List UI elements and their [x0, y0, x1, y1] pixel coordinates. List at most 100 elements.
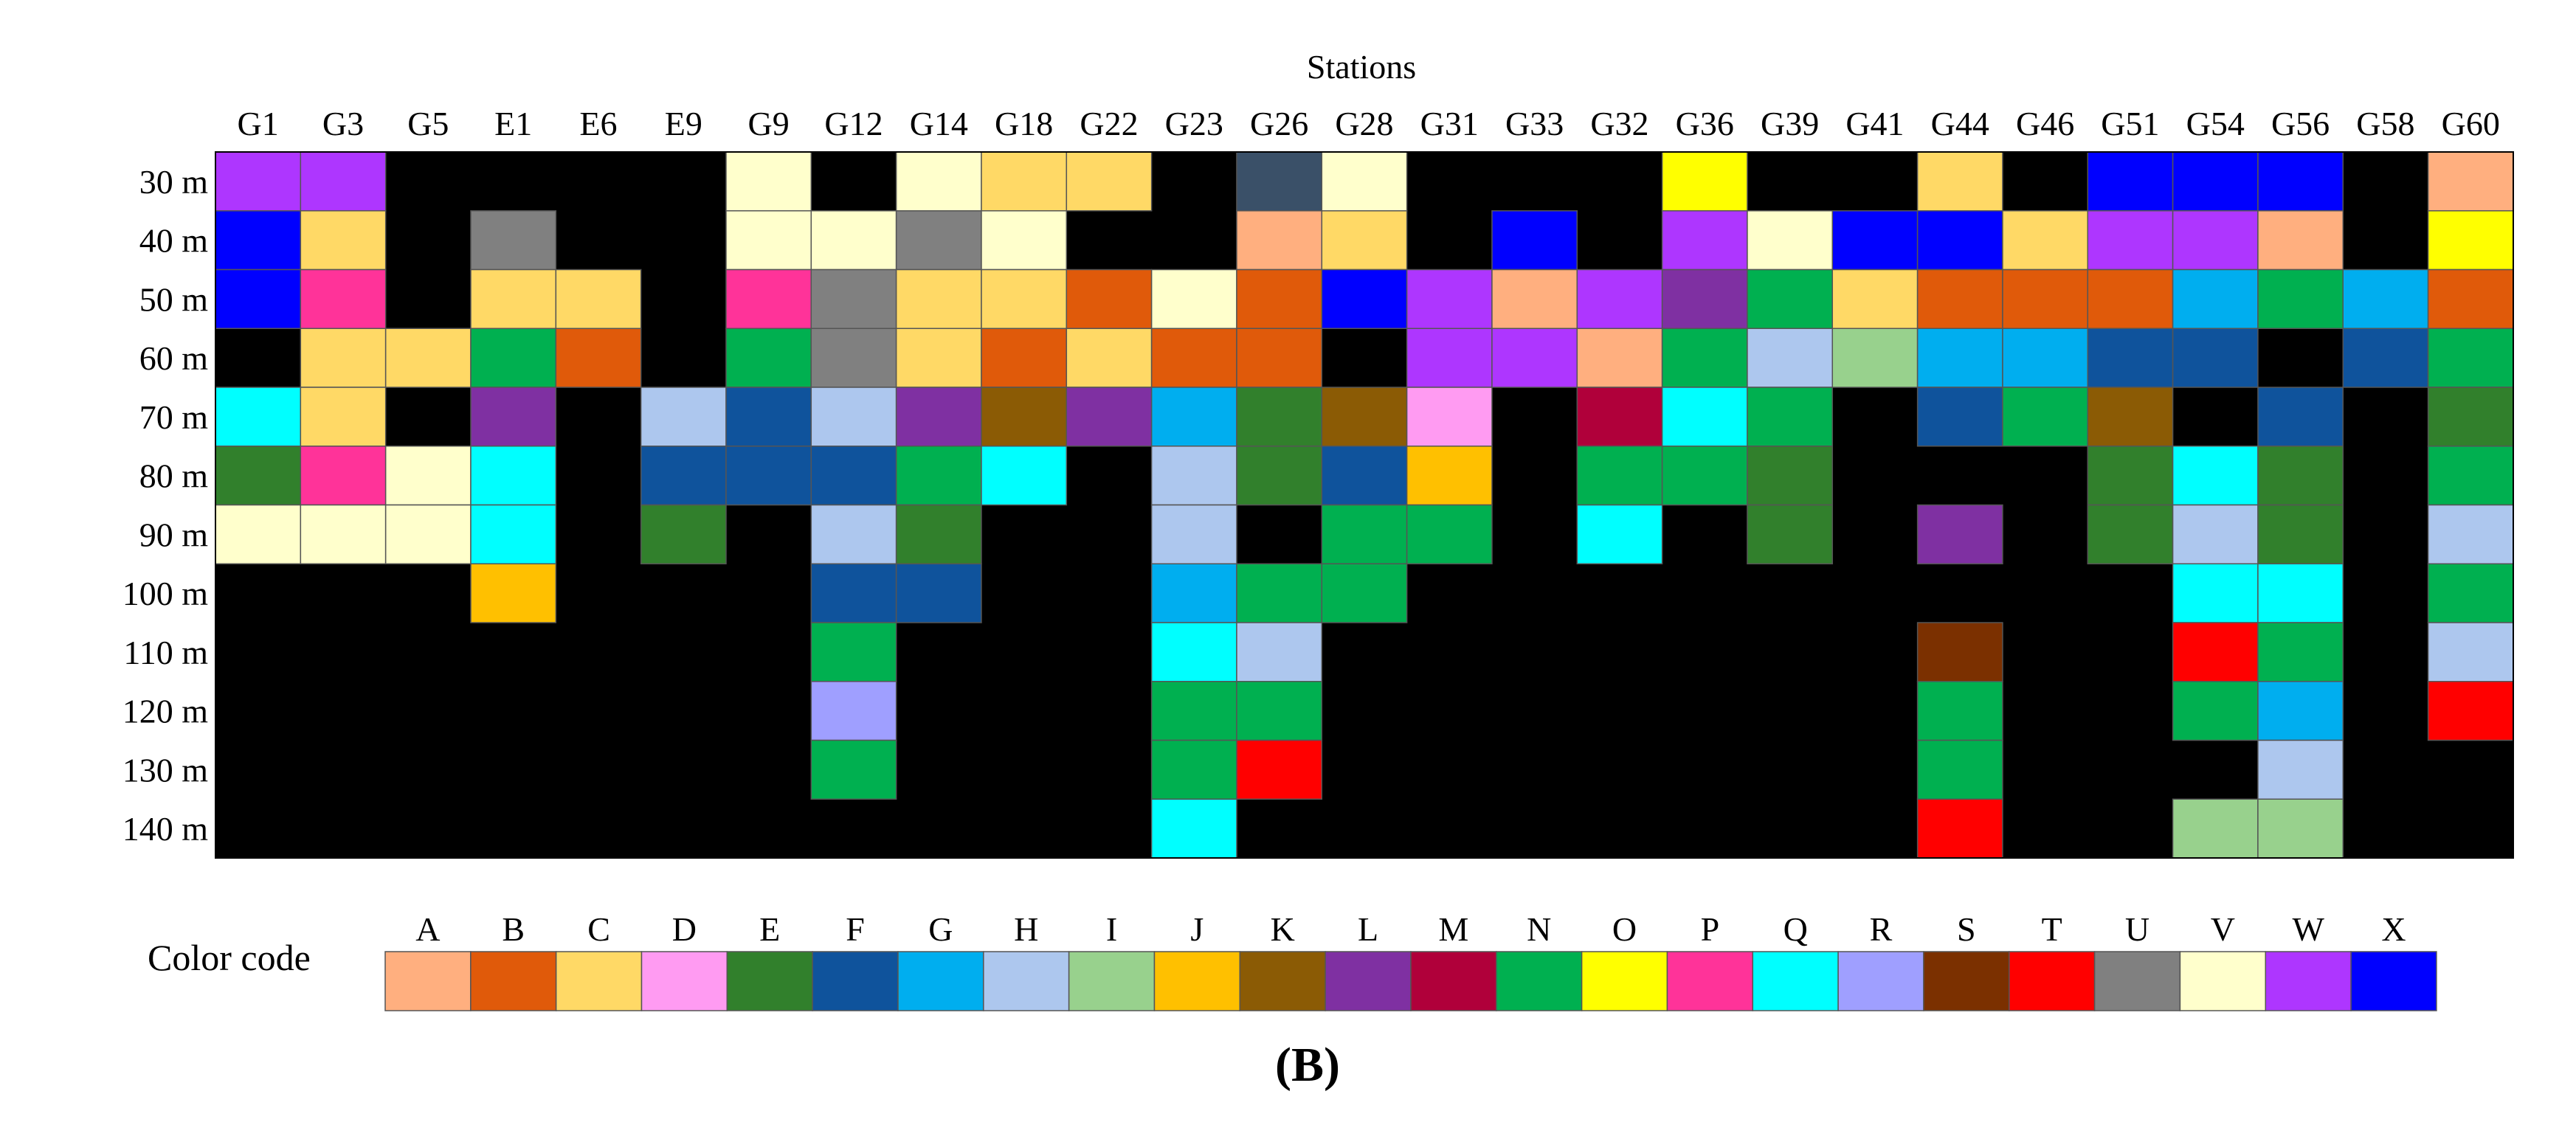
- heatmap-cell: [2172, 269, 2259, 329]
- legend-code-label: G: [928, 910, 953, 948]
- heatmap-cell: [1150, 681, 1237, 741]
- heatmap-cell: [810, 681, 897, 741]
- heatmap-cell: [1916, 739, 2003, 800]
- heatmap-cell: [640, 446, 727, 506]
- heatmap-cell: [1066, 328, 1153, 388]
- legend-swatch: [897, 951, 984, 1011]
- heatmap-cell: [2087, 504, 2174, 564]
- heatmap-cell: [2172, 563, 2259, 623]
- heatmap-cell: [2257, 504, 2344, 564]
- heatmap-cell: [300, 504, 387, 564]
- legend-code-label: D: [672, 910, 697, 948]
- station-label: G1: [238, 105, 279, 142]
- heatmap-cell: [2002, 328, 2089, 388]
- depth-label: 60 m: [139, 339, 209, 377]
- heatmap-cell: [1576, 504, 1663, 564]
- heatmap-cell: [1236, 210, 1323, 271]
- heatmap-cell: [1150, 622, 1237, 682]
- heatmap-cell: [895, 151, 982, 212]
- heatmap-cell: [810, 504, 897, 564]
- heatmap-cell: [2257, 446, 2344, 506]
- heatmap-cell: [470, 269, 557, 329]
- heatmap-cell: [981, 269, 1068, 329]
- legend-code-label: N: [1527, 910, 1551, 948]
- heatmap-cell: [1747, 269, 1834, 329]
- station-label: G54: [2186, 105, 2245, 142]
- heatmap-cell: [1831, 210, 1919, 271]
- station-label: G36: [1676, 105, 1734, 142]
- heatmap-cell: [1321, 210, 1408, 271]
- heatmap-cell: [1747, 328, 1834, 388]
- station-label: G33: [1505, 105, 1564, 142]
- heatmap-cell: [1747, 504, 1834, 564]
- heatmap-cell: [1150, 328, 1237, 388]
- heatmap-cell: [810, 739, 897, 800]
- legend-title: Color code: [148, 937, 311, 978]
- heatmap-cell: [1491, 269, 1578, 329]
- heatmap-cell: [981, 387, 1068, 447]
- heatmap-cell: [1747, 210, 1834, 271]
- station-labels: G1 G3 G5 E1 E6 E9 G9 G12 G14 G18 G22 G23 G26 G28 G31 G3…: [238, 105, 2500, 142]
- station-label: G22: [1080, 105, 1138, 142]
- heatmap-cell: [2087, 210, 2174, 271]
- heatmap-cell: [384, 328, 472, 388]
- heatmap-cell: [2257, 151, 2344, 212]
- heatmap-cell: [1236, 681, 1323, 741]
- legend-swatch: [1325, 951, 1412, 1011]
- heatmap-cell: [2257, 269, 2344, 329]
- heatmap-cell: [1831, 328, 1919, 388]
- heatmap-cell: [470, 210, 557, 271]
- plot-frame: [215, 151, 2514, 859]
- heatmap-cell: [1661, 151, 1748, 212]
- station-label: G46: [2016, 105, 2074, 142]
- legend-swatch: [1496, 951, 1583, 1011]
- heatmap-cell: [1150, 446, 1237, 506]
- heatmap-cell: [1576, 446, 1663, 506]
- heatmap-cell: [1321, 269, 1408, 329]
- heatmap-cell: [1150, 563, 1237, 623]
- heatmap-cell: [300, 151, 387, 212]
- heatmap-cell: [1916, 798, 2003, 859]
- depth-label: 50 m: [139, 280, 209, 318]
- heatmap-cell: [2427, 269, 2514, 329]
- heatmap-cell: [555, 328, 642, 388]
- heatmap-cell: [1747, 446, 1834, 506]
- heatmap-cell: [2257, 798, 2344, 859]
- heatmap-cell: [895, 269, 982, 329]
- station-label: G5: [407, 105, 449, 142]
- station-label: G26: [1250, 105, 1308, 142]
- legend-swatch: [726, 951, 813, 1011]
- legend-code-label: E: [759, 910, 780, 948]
- heatmap-cell: [2002, 269, 2089, 329]
- heatmap-cell: [2172, 681, 2259, 741]
- legend-code-label: U: [2125, 910, 2149, 948]
- legend-code-label: S: [1957, 910, 1976, 948]
- heatmap-cell: [1916, 328, 2003, 388]
- heatmap-cell: [2257, 563, 2344, 623]
- legend-swatch: [384, 951, 472, 1011]
- heatmap-cell: [2172, 210, 2259, 271]
- heatmap-cell: [1406, 328, 1493, 388]
- depth-label: 140 m: [122, 810, 209, 848]
- heatmap-cell: [1150, 504, 1237, 564]
- heatmap-cell: [810, 622, 897, 682]
- station-label: G60: [2442, 105, 2500, 142]
- heatmap-cell: [2257, 210, 2344, 271]
- heatmap-cell: [2172, 622, 2259, 682]
- legend-swatch: [812, 951, 899, 1011]
- heatmap-cell: [384, 446, 472, 506]
- station-label: G58: [2356, 105, 2414, 142]
- station-label: E6: [579, 105, 617, 142]
- legend-code-label: M: [1438, 910, 1468, 948]
- heatmap-cell: [1916, 387, 2003, 447]
- heatmap-cell: [1066, 387, 1153, 447]
- station-label: G14: [910, 105, 968, 142]
- heatmap-cell: [470, 387, 557, 447]
- heatmap-cell: [2087, 269, 2174, 329]
- legend-code-label: F: [846, 910, 865, 948]
- heatmap-cell: [215, 151, 302, 212]
- heatmap-cell: [2172, 151, 2259, 212]
- heatmap-cell: [1406, 269, 1493, 329]
- heatmap-cell: [2427, 563, 2514, 623]
- station-label: E9: [665, 105, 702, 142]
